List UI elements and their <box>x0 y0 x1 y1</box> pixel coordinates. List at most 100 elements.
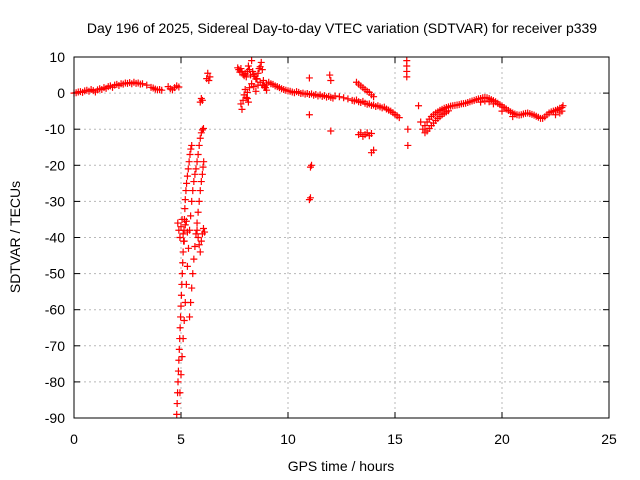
data-point <box>174 367 182 375</box>
series-wave-16-23 <box>419 93 567 137</box>
data-point <box>175 345 183 353</box>
data-point <box>158 86 166 94</box>
data-point <box>181 221 189 229</box>
data-point <box>192 230 200 238</box>
y-tick-label: 10 <box>49 49 65 65</box>
plot-frame <box>73 56 610 419</box>
data-point <box>179 248 187 256</box>
series-descending-arc-c <box>186 158 208 321</box>
data-point <box>255 65 263 73</box>
x-tick-label: 5 <box>177 431 185 447</box>
y-tick-label: -70 <box>45 338 65 354</box>
data-point <box>179 230 187 238</box>
x-tick-labels: 0 5 10 15 20 25 <box>70 431 617 447</box>
data-point <box>248 57 256 65</box>
x-tick-label: 25 <box>601 431 617 447</box>
data-point <box>182 217 190 225</box>
data-layer <box>70 57 567 418</box>
data-point <box>558 107 566 115</box>
x-tick-label: 15 <box>387 431 403 447</box>
data-point <box>257 58 265 66</box>
data-point <box>182 187 190 195</box>
data-point <box>308 161 316 169</box>
series-descending-arc-a <box>173 141 196 418</box>
data-point <box>190 178 198 186</box>
data-point <box>327 76 335 84</box>
data-point <box>201 228 209 236</box>
data-point <box>335 93 343 101</box>
data-point <box>175 356 183 364</box>
data-point <box>180 317 188 325</box>
data-point <box>367 130 375 138</box>
data-point <box>177 302 185 310</box>
data-point <box>143 81 151 89</box>
data-point <box>177 223 185 231</box>
data-point <box>197 95 205 103</box>
series-mid-cluster-13-14 <box>352 78 378 157</box>
data-point <box>199 124 207 132</box>
data-point <box>188 197 196 205</box>
data-point <box>403 73 411 81</box>
data-point <box>177 371 185 379</box>
data-point <box>198 126 206 134</box>
chart-title: Day 196 of 2025, Sidereal Day-to-day VTE… <box>87 20 597 36</box>
data-point <box>184 165 192 173</box>
data-point <box>196 248 204 256</box>
data-point <box>552 111 559 119</box>
data-point <box>192 165 200 173</box>
data-point <box>417 118 425 126</box>
data-point <box>243 88 251 96</box>
data-point <box>357 129 365 137</box>
y-tick-label: -30 <box>45 193 65 209</box>
y-tick-label: -10 <box>45 121 65 137</box>
series-baseline-early <box>70 78 183 97</box>
data-point <box>193 158 201 166</box>
data-point <box>179 259 187 267</box>
data-point <box>191 170 199 178</box>
data-point <box>244 62 252 70</box>
data-point <box>253 75 261 83</box>
data-point <box>197 178 205 186</box>
data-point <box>489 100 497 108</box>
y-tick-label: -60 <box>45 302 65 318</box>
data-point <box>199 224 207 232</box>
data-point <box>370 93 378 101</box>
series-cluster-near-5 <box>174 215 191 245</box>
series-band-12-15 <box>331 92 403 122</box>
y-tick-label: 0 <box>57 85 65 101</box>
data-point <box>197 237 205 245</box>
grid-layer <box>74 57 609 418</box>
data-point <box>181 196 189 204</box>
data-point <box>187 145 195 153</box>
data-point <box>188 141 196 149</box>
data-point <box>305 111 313 119</box>
data-point <box>481 97 489 105</box>
data-point <box>185 158 193 166</box>
data-point <box>178 270 186 278</box>
data-point <box>244 98 252 106</box>
y-tick-label: -50 <box>45 266 65 282</box>
x-tick-label: 0 <box>70 431 78 447</box>
data-point <box>242 93 250 101</box>
series-spikes-around-6 <box>196 69 214 106</box>
data-point <box>183 228 191 236</box>
data-point <box>485 98 493 106</box>
data-point <box>177 291 185 299</box>
data-point <box>198 170 206 178</box>
data-point <box>182 280 190 288</box>
data-point <box>331 92 339 100</box>
data-point <box>187 212 195 220</box>
data-point <box>242 73 250 81</box>
data-point <box>204 69 212 77</box>
data-point <box>195 241 203 249</box>
data-point <box>190 255 198 263</box>
data-point <box>183 262 191 270</box>
series-scattered-11 <box>305 71 335 204</box>
data-point <box>195 141 203 149</box>
data-point <box>477 98 485 106</box>
data-point <box>370 146 378 154</box>
tick-layer <box>73 56 610 419</box>
y-tick-labels: 10 0 -10 -20 -30 -40 -50 -60 -70 -80 -90 <box>45 49 65 426</box>
data-point <box>173 400 181 408</box>
